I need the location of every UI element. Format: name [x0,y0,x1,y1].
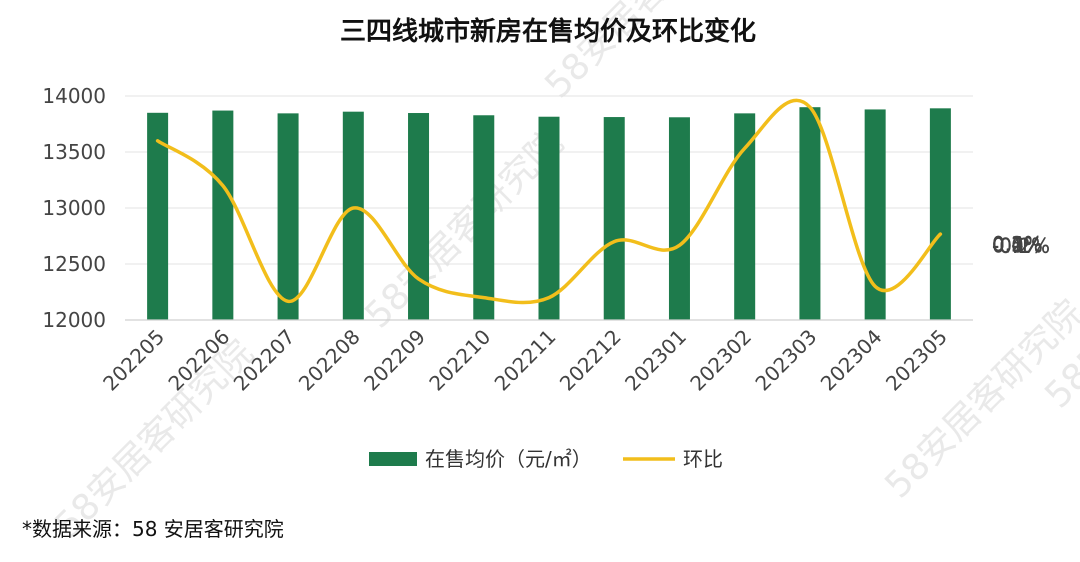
x-tick-label: 202212 [555,325,626,396]
bar [668,117,690,320]
bar [147,112,169,320]
right-axis: -0.2%-0.1%0.0%0.1%0.2%0.3%0.4% [992,232,1050,258]
bar [864,109,886,320]
left-tick-label: 14000 [42,84,106,108]
left-tick-label: 12000 [42,308,106,332]
bar-series [147,107,951,321]
bar [277,113,299,320]
x-tick-label: 202303 [750,325,821,396]
bar [408,113,430,320]
left-tick-label: 12500 [42,252,106,276]
x-tick-label: 202302 [685,325,756,396]
bar [799,107,821,320]
x-tick-label: 202210 [424,325,495,396]
left-tick-label: 13500 [42,140,106,164]
right-tick-label: 0.2% [992,233,1043,257]
right-tick-label: 0.0% [992,233,1043,257]
bar [212,110,234,320]
ratio-line [155,98,943,305]
right-tick-label: -0.1% [992,234,1050,258]
bar [734,113,756,320]
bar [473,115,495,320]
watermark-text: 58安居客研究院 [47,332,261,546]
legend: 在售均价（元/㎡） 环比 [369,447,723,471]
x-tick-label: 202209 [359,325,430,396]
x-tick-label: 202304 [816,325,887,396]
x-tick-label: 202305 [881,325,952,396]
right-tick-label: 0.4% [992,232,1043,256]
left-axis: 12000 12500 13000 13500 14000 [42,84,106,332]
right-tick-label: -0.2% [992,234,1050,258]
right-tick-label: 0.3% [992,232,1043,256]
bar [929,108,951,320]
bar [342,111,364,321]
legend-label-bar: 在售均价（元/㎡） [425,447,592,471]
watermark-text: 58安居客研究院 [537,0,751,106]
x-tick-label: 202211 [490,325,561,396]
x-tick-label: 202301 [620,325,691,396]
legend-label-line: 环比 [683,447,723,471]
legend-swatch-bar [369,452,417,466]
bar [603,117,625,320]
x-tick-label: 202208 [294,325,365,396]
x-tick-label: 202205 [98,325,169,396]
right-tick-label: 0.1% [992,233,1043,257]
bar [538,116,560,320]
source-note: *数据来源：58 安居客研究院 [22,517,284,541]
chart-title: 三四线城市新房在售均价及环比变化 [340,16,756,47]
left-tick-label: 13000 [42,196,106,220]
